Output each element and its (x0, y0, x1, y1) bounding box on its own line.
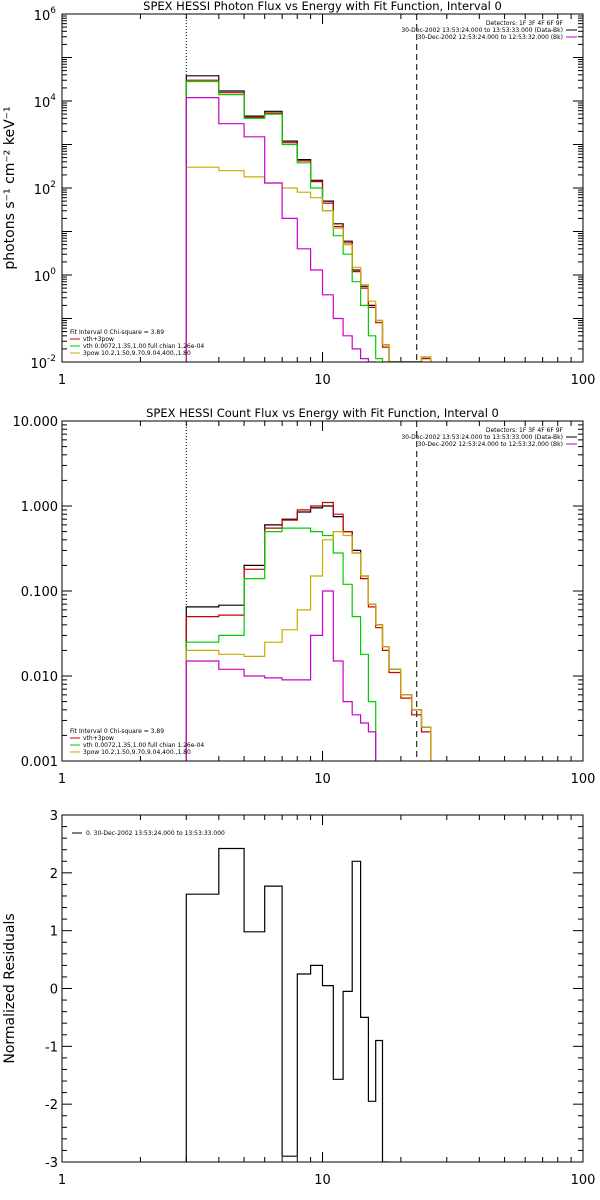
chart-0-y-tick-exp: 6 (50, 6, 56, 16)
chart-1-x-tick-label: 10 (314, 772, 331, 787)
chart-1-x-tick-label: 100 (571, 772, 596, 787)
chart-0-series-0 (185, 75, 432, 362)
chart-0-title: SPEX HESSI Photon Flux vs Energy with Fi… (143, 0, 502, 13)
chart-1-x-ticks (61, 421, 572, 761)
chart-0-legend-header: Fit Interval 0 Chi-square = 3.89 (70, 329, 164, 336)
chart-2-y-tick-label: -2 (45, 1098, 58, 1113)
chart-1-top-right-1: 30-Dec-2002 13:53:24.000 to 13:53:33.000… (401, 434, 563, 441)
chart-0-y-tick-label: 104 (34, 93, 57, 111)
chart-1-series-1 (185, 501, 432, 761)
chart-1-series-4 (185, 590, 377, 761)
chart-0-x-tick-label: 100 (571, 373, 596, 388)
chart-0-y-label: photons s⁻¹ cm⁻² keV⁻¹ (2, 106, 18, 269)
chart-1-title: SPEX HESSI Count Flux vs Energy with Fit… (146, 406, 499, 420)
chart-0-x-tick-label: 10 (314, 373, 331, 388)
chart-2-legend-entry: 0. 30-Dec-2002 13:53:24.000 to 13:53:33.… (86, 830, 225, 837)
chart-0-y-tick-base: 10 (34, 270, 51, 285)
chart-1-legend-entry: vth 0.0072,1.35,1.00 full chian 1.26e-04 (83, 742, 204, 749)
chart-1: SPEX HESSI Count Flux vs Energy with Fit… (13, 406, 596, 787)
chart-2-x-tick-label: 10 (314, 1173, 331, 1188)
chart-0-y-tick-label: 106 (34, 6, 57, 24)
chart-0-legend-entry: vth+3pow (83, 336, 114, 343)
chart-0-legend-entry: 3pow 10.2,1.50,9.70,9.04,400.,1.80 (83, 350, 191, 357)
chart-0-top-right-1: 30-Dec-2002 13:53:24.000 to 13:53:33.000… (401, 27, 563, 34)
chart-1-y-tick-label: 1.000 (21, 500, 58, 515)
chart-1-series-0 (185, 505, 432, 761)
chart-2-y-tick-label: 2 (50, 867, 58, 882)
chart-0-top-right-2: 30-Dec-2002 12:53:24.000 to 12:53:32.000… (418, 34, 563, 41)
chart-1-top-right-2: 30-Dec-2002 12:53:24.000 to 12:53:32.000… (418, 441, 563, 448)
chart-1-y-tick-label: 0.010 (21, 670, 58, 685)
chart-2-series (185, 847, 389, 1162)
chart-1-y-tick-label: 0.001 (21, 755, 58, 770)
chart-0-y-tick-base: 10 (34, 183, 51, 198)
chart-0-series-3 (185, 166, 432, 362)
chart-1-x-tick-label: 1 (58, 772, 66, 787)
chart-0-y-tick-base: 10 (30, 357, 47, 372)
chart-1-series-2 (185, 527, 377, 761)
chart-0-y-tick-exp: -2 (47, 354, 56, 364)
chart-2-y-tick-label: 1 (50, 925, 58, 940)
chart-2-y-ticks (62, 814, 583, 1163)
chart-0-series (185, 75, 432, 362)
chart-1-top-right-0: Detectors: 1F 3F 4F 6F 9F (486, 427, 564, 434)
chart-2-y-label: Normalized Residuals (2, 913, 18, 1063)
chart-0-y-tick-label: 10-2 (30, 354, 56, 372)
chart-1-frame (61, 420, 584, 762)
chart-1-series-3 (185, 531, 432, 761)
chart-0-top-right-0: Detectors: 1F 3F 4F 6F 9F (486, 20, 564, 27)
chart-2-y-tick-label: 3 (50, 809, 58, 824)
chart-2-y-tick-label: -3 (45, 1156, 58, 1171)
chart-1-series (185, 501, 432, 761)
chart-0-y-tick-label: 100 (34, 267, 57, 285)
chart-0-frame (61, 13, 584, 363)
chart-2-x-ticks (61, 815, 572, 1162)
chart-1-legend-entry: 3pow 10.2,1.50,9.70,9.04,400.,1.80 (83, 749, 191, 756)
chart-1-legend-header: Fit Interval 0 Chi-square = 3.89 (70, 728, 164, 735)
chart-2: 1 10 100 -3 -2 -1 0 1 2 3 Normalized Residuals 0. 3… (2, 809, 595, 1188)
chart-0-legend-entry: vth 0.0072,1.35,1.00 full chian 1.26e-04 (83, 343, 204, 350)
chart-0: SPEX HESSI Photon Flux vs Energy with Fi… (2, 0, 595, 388)
chart-0-y-tick-exp: 4 (50, 93, 56, 103)
chart-0-y-tick-exp: 2 (50, 180, 56, 190)
chart-0-y-tick-label: 102 (34, 180, 56, 198)
chart-2-x-tick-label: 1 (58, 1173, 66, 1188)
chart-2-x-tick-label: 100 (571, 1173, 596, 1188)
chart-1-y-tick-label: 0.100 (21, 585, 58, 600)
chart-2-y-tick-label: -1 (45, 1040, 58, 1055)
chart-0-series-1 (185, 79, 432, 362)
chart-0-y-tick-base: 10 (34, 96, 51, 111)
chart-0-y-tick-base: 10 (34, 9, 51, 24)
chart-2-series-0 (185, 847, 389, 1162)
chart-2-y-tick-label: 0 (50, 983, 58, 998)
chart-0-y-tick-exp: 0 (50, 267, 56, 277)
chart-0-series-4 (185, 97, 376, 362)
chart-1-legend-entry: vth+3pow (83, 735, 114, 742)
chart-0-x-tick-label: 1 (58, 373, 66, 388)
chart-1-y-tick-label: 10.000 (13, 415, 59, 430)
chart-2-frame (61, 814, 584, 1163)
